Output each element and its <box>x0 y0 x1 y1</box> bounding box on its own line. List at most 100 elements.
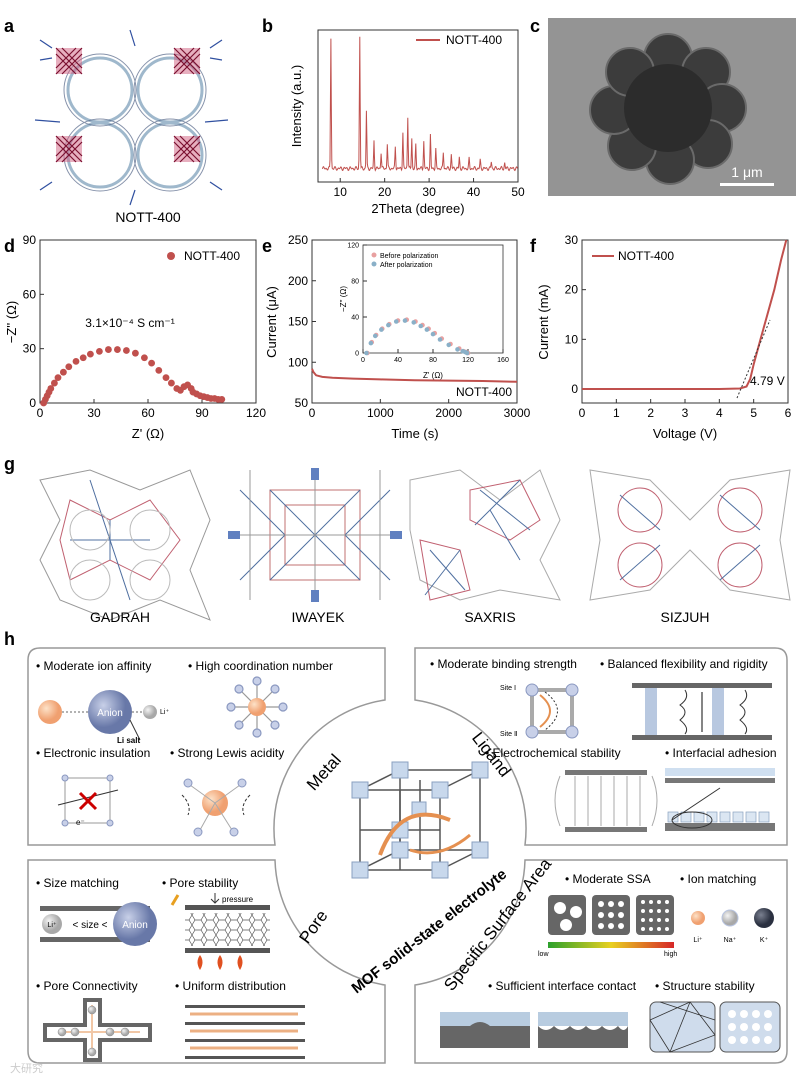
ssa-item-2: • Ion matching <box>680 872 756 886</box>
structure-iwayek <box>228 468 402 602</box>
ion-label-k: K⁺ <box>760 937 769 944</box>
panel-a-label: NOTT-400 <box>115 209 181 225</box>
panel-letter-b: b <box>262 16 273 36</box>
chart-d-point <box>114 346 121 353</box>
panel-letter-f: f <box>530 236 537 256</box>
chart-d-ytick-label: 90 <box>23 233 37 247</box>
metal-anion-label: Anion <box>97 708 123 719</box>
chart-d-annotation: 3.1×10⁻⁴ S cm⁻¹ <box>85 316 175 330</box>
ion-label-li: Li⁺ <box>693 937 702 944</box>
structure-saxris <box>409 469 561 601</box>
ssa-high-label: high <box>664 951 677 958</box>
chart-e-xtick-label: 3000 <box>504 406 531 420</box>
chart-f-legend: NOTT-400 <box>618 249 674 263</box>
chart-d-ylabel: −Z'' (Ω) <box>4 301 19 344</box>
chart-d-xtick-label: 0 <box>37 406 44 420</box>
ssa-item-4: • Structure stability <box>655 979 755 993</box>
interfacial-adhesion-diagram <box>665 768 775 831</box>
inset-ytick-label: 80 <box>351 278 359 285</box>
panel-letter-g: g <box>4 454 15 474</box>
inset-point-after <box>418 323 424 329</box>
binding-strength-diagram <box>525 683 579 739</box>
pore-stability-diagram <box>170 893 270 970</box>
uniform-distribution-diagram <box>185 1005 305 1059</box>
chart-f: 0 1 2 3 4 5 6 0 10 20 30 NOTT-400 4.79 V Voltage (… <box>536 233 792 441</box>
pore-pressure-label: pressure <box>222 895 254 904</box>
chart-d-point <box>155 367 163 374</box>
inset-point-after <box>455 347 460 352</box>
inset-point-after <box>379 327 384 332</box>
metal-item-2: • High coordination number <box>188 659 333 673</box>
frame-ligand <box>414 647 788 846</box>
interface-contact-diagram <box>440 1012 628 1048</box>
chart-b-legend: NOTT-400 <box>446 33 502 47</box>
panel-letter-h: h <box>4 629 15 649</box>
inset-legend-marker-after <box>371 261 377 267</box>
chart-d-xtick-label: 120 <box>246 406 266 420</box>
chart-e-xtick-label: 2000 <box>435 406 462 420</box>
chart-d: 0 30 60 90 120 0 30 60 90 NOTT-400 3.1×10⁻⁴ S cm… <box>4 233 266 441</box>
inset-ytick-label: 0 <box>355 350 359 357</box>
chart-e-xtick-label: 1000 <box>367 406 394 420</box>
frame-metal <box>27 647 386 846</box>
ion-matching-diagram <box>691 908 774 928</box>
chart-d-ytick-label: 30 <box>23 342 37 356</box>
inset-point-after <box>446 342 452 348</box>
chart-e-series-label: NOTT-400 <box>456 385 512 399</box>
pore-item-3: • Pore Connectivity <box>36 979 138 993</box>
chart-b-xtick-label: 50 <box>511 185 525 199</box>
chart-f-xtick-label: 2 <box>647 406 654 420</box>
ion-affinity-diagram <box>38 690 157 741</box>
chart-f-ytick-label: 0 <box>571 382 578 396</box>
inset-legend-before: Before polarization <box>380 253 438 260</box>
ligand-item-3: • Electrochemical stability <box>485 746 621 760</box>
structure-sizjuh <box>589 469 791 601</box>
chart-e-ytick-label: 150 <box>288 315 308 329</box>
structure-label-iwayek: IWAYEK <box>292 609 346 625</box>
chart-d-xtick-label: 60 <box>141 406 155 420</box>
metal-item-4: • Strong Lewis acidity <box>170 746 284 760</box>
pore-anion-label: Anion <box>122 920 148 931</box>
chart-d-point <box>54 374 62 382</box>
chart-d-ytick-label: 60 <box>23 287 37 301</box>
ssa-item-1: • Moderate SSA <box>565 872 651 886</box>
flexibility-diagram <box>632 683 772 740</box>
chart-b-xtick-label: 20 <box>378 185 392 199</box>
chart-d-xlabel: Z' (Ω) <box>132 426 164 441</box>
chart-d-point <box>218 395 226 403</box>
schematic-frames <box>27 647 788 1064</box>
chart-d-point <box>72 357 80 365</box>
inset-ytick-label: 120 <box>347 242 359 249</box>
ligand-item-2: • Balanced flexibility and rigidity <box>600 657 768 671</box>
chart-b-xtick-label: 30 <box>422 185 436 199</box>
chart-f-xtick-label: 5 <box>750 406 757 420</box>
chart-d-xtick-label: 30 <box>87 406 101 420</box>
chart-f-xlabel: Voltage (V) <box>653 426 717 441</box>
chart-f-xtick-label: 1 <box>613 406 620 420</box>
inset-ytick-label: 40 <box>351 314 359 321</box>
chart-d-point <box>96 347 103 355</box>
ssa-gradient-bar <box>548 942 674 948</box>
chart-d-point <box>105 346 112 353</box>
chart-e-ylabel: Current (μA) <box>264 286 279 358</box>
chart-b-series-line <box>321 36 519 172</box>
chart-e: 0 1000 2000 3000 50 100 150 200 250 NOTT-400 Tim… <box>264 233 531 441</box>
sem-image <box>548 18 796 196</box>
chart-b-xtick-label: 10 <box>334 185 348 199</box>
inset-xlabel: Z' (Ω) <box>423 371 443 380</box>
inset-xtick-label: 0 <box>361 357 365 364</box>
chart-f-ylabel: Current (mA) <box>536 284 551 359</box>
metal-item-3: • Electronic insulation <box>36 746 150 760</box>
watermark: 大研究 <box>10 1061 43 1075</box>
inset-ylabel: −Z'' (Ω) <box>339 286 348 312</box>
ligand-site1-label: Site Ⅰ <box>500 685 516 692</box>
chart-d-point <box>162 374 170 382</box>
inset-xtick-label: 160 <box>497 357 509 364</box>
panel-letter-c: c <box>530 16 540 36</box>
mof-structure-nott400 <box>34 29 229 206</box>
coordination-diagram <box>226 676 288 738</box>
chart-d-point <box>79 354 87 362</box>
chart-f-xtick-label: 3 <box>682 406 689 420</box>
chart-d-point <box>51 379 58 387</box>
